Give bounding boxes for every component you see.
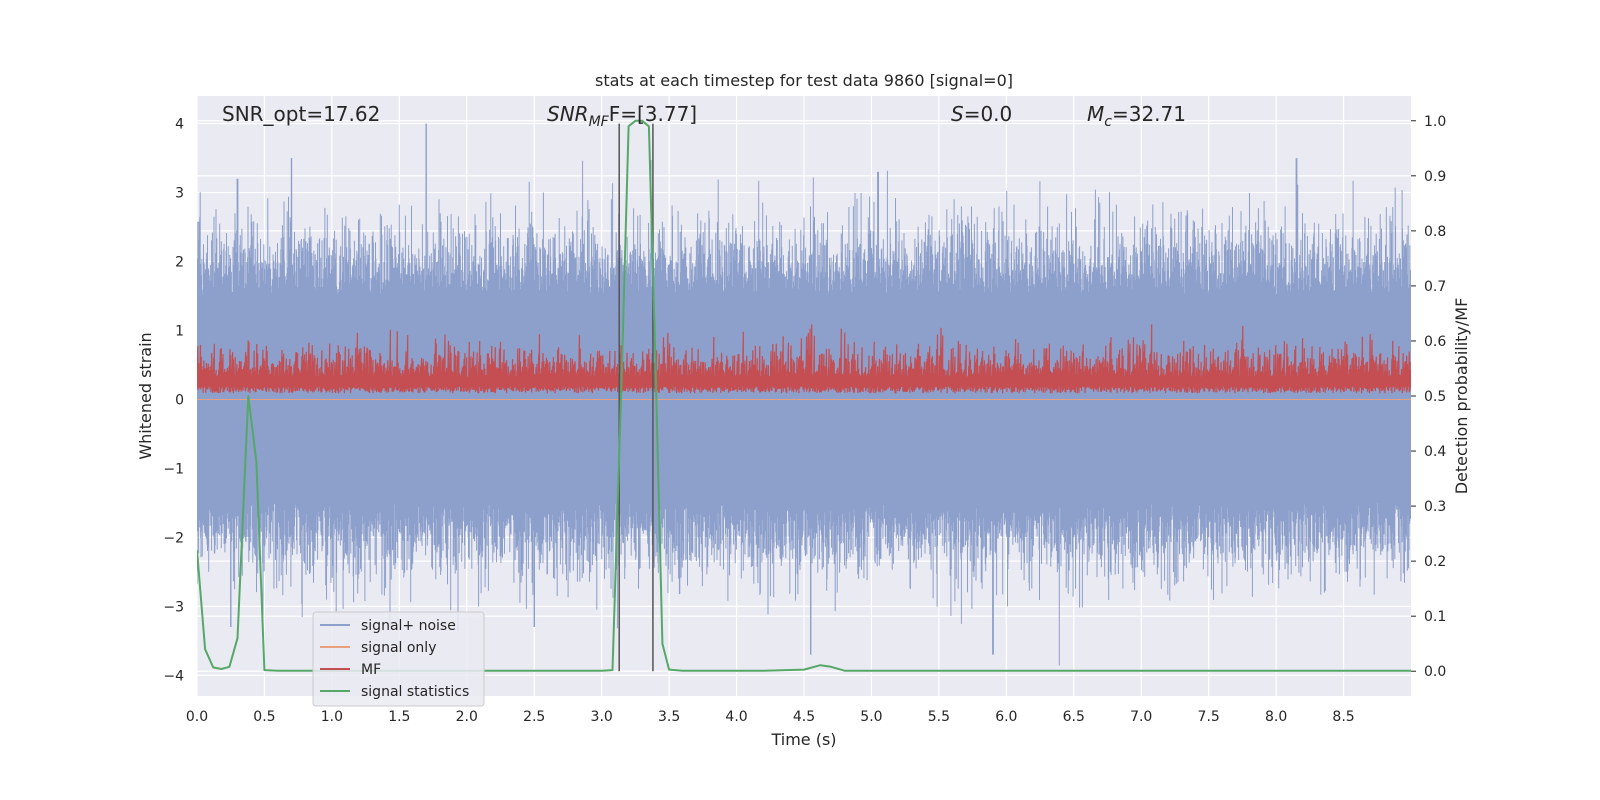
- legend-label-signal-statistics: signal statistics: [361, 684, 469, 700]
- y-left-tick-label: −4: [163, 668, 184, 684]
- chart-title: stats at each timestep for test data 986…: [595, 71, 1013, 90]
- y-left-tick-label: 1: [175, 323, 184, 339]
- x-tick-label: 2.0: [456, 709, 478, 725]
- y-right-tick-label: 0.6: [1424, 334, 1446, 350]
- annotation-mc-rest: =32.71: [1112, 102, 1186, 126]
- y-left-tick-label: −2: [163, 530, 184, 546]
- y-right-tick-label: 1.0: [1424, 114, 1446, 130]
- y-right-tick-label: 0.0: [1424, 664, 1446, 680]
- annotation-snr-opt: SNR_opt=17.62: [222, 102, 380, 126]
- x-tick-label: 6.0: [995, 709, 1017, 725]
- x-tick-label: 3.5: [658, 709, 680, 725]
- x-tick-label: 5.0: [860, 709, 882, 725]
- annotation-mc-main: M: [1087, 102, 1104, 126]
- x-tick-label: 8.0: [1265, 709, 1287, 725]
- y-right-tick-label: 0.8: [1424, 224, 1446, 240]
- y-right-tick-label: 0.7: [1424, 279, 1446, 295]
- y-right-axis-ticks: 0.0 0.1 0.2 0.3 0.4 0.5 0.6 0.7 0.8 0.9 1.0: [1411, 114, 1446, 680]
- annotation-s: S=0.0: [951, 102, 1012, 126]
- x-tick-label: 6.5: [1063, 709, 1085, 725]
- y-left-tick-label: 0: [175, 392, 184, 408]
- y-right-axis-label: Detection probability/MF: [1452, 298, 1471, 495]
- legend-box: [312, 611, 485, 707]
- annotation-mc-sub: c: [1104, 114, 1112, 130]
- annotation-s-rest: =0.0: [964, 102, 1013, 126]
- annotation-snr-mf-sub: MF: [589, 114, 610, 130]
- y-right-tick-label: 0.4: [1424, 444, 1446, 460]
- y-right-tick-label: 0.9: [1424, 169, 1446, 185]
- series-signal-statistics-line: [197, 119, 1411, 672]
- y-left-tick-label: 4: [175, 117, 184, 133]
- legend-label-mf: MF: [361, 662, 381, 678]
- x-tick-label: 0.5: [253, 709, 275, 725]
- x-tick-label: 4.5: [793, 709, 815, 725]
- x-tick-label: 1.5: [388, 709, 410, 725]
- y-right-tick-label: 0.2: [1424, 554, 1446, 570]
- x-tick-label: 7.0: [1130, 709, 1152, 725]
- y-left-tick-label: −3: [163, 599, 184, 615]
- x-tick-label: 1.0: [321, 709, 343, 725]
- series-mf: [197, 324, 1411, 394]
- annotation-mc: Mc=32.71: [1087, 102, 1186, 130]
- x-tick-label: 5.5: [928, 709, 950, 725]
- annotation-s-var: S: [951, 102, 964, 126]
- y-left-tick-label: −1: [163, 461, 184, 477]
- series-signal-statistics: [197, 119, 1411, 672]
- annotation-snr-mf-main: SNR: [547, 102, 589, 126]
- x-tick-label: 8.5: [1332, 709, 1354, 725]
- y-left-tick-label: 3: [175, 186, 184, 202]
- legend: signal+ noise signal only MF signal stat…: [312, 611, 485, 707]
- x-tick-label: 2.5: [523, 709, 545, 725]
- annotation-snr-mf: SNRMFF=[3.77]: [547, 102, 697, 130]
- series-mf-line: [197, 324, 1411, 394]
- y-left-tick-label: 2: [175, 255, 184, 271]
- legend-label-signal-plus-noise: signal+ noise: [361, 618, 456, 634]
- x-tick-label: 3.0: [591, 709, 613, 725]
- vertical-markers: [618, 123, 654, 672]
- y-right-tick-label: 0.5: [1424, 389, 1446, 405]
- x-axis-ticks: 0.0 0.5 1.0 1.5 2.0 2.5 3.0 3.5 4.0 4.5 5.0 5.5 6.0 6…: [186, 709, 1355, 725]
- legend-label-signal-only: signal only: [361, 640, 436, 656]
- x-tick-label: 0.0: [186, 709, 208, 725]
- x-tick-label: 7.5: [1198, 709, 1220, 725]
- x-tick-label: 4.0: [725, 709, 747, 725]
- y-right-tick-label: 0.3: [1424, 499, 1446, 515]
- annotation-snr-mf-rest: F=[3.77]: [609, 102, 697, 126]
- y-right-tick-label: 0.1: [1424, 609, 1446, 625]
- y-left-axis-label: Whitened strain: [136, 332, 155, 459]
- x-axis-label: Time (s): [770, 730, 836, 749]
- y-left-axis-ticks: −4 −3 −2 −1 0 1 2 3 4: [163, 117, 184, 685]
